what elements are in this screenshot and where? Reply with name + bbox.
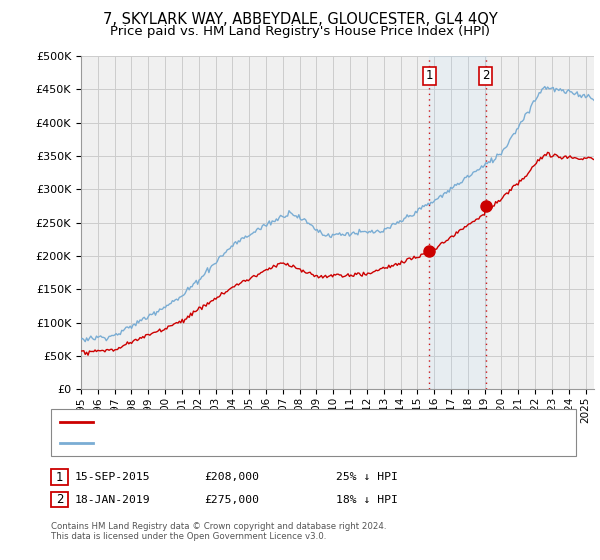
Bar [430,56,485,389]
Text: 1: 1 [425,69,433,82]
Text: Price paid vs. HM Land Registry's House Price Index (HPI): Price paid vs. HM Land Registry's House … [110,25,490,38]
Text: 18% ↓ HPI: 18% ↓ HPI [336,494,398,505]
Text: 18-JAN-2019: 18-JAN-2019 [75,494,151,505]
Text: 1: 1 [56,470,63,484]
Text: 2: 2 [56,493,63,506]
Text: 7, SKYLARK WAY, ABBEYDALE, GLOUCESTER, GL4 4QY (detached house): 7, SKYLARK WAY, ABBEYDALE, GLOUCESTER, G… [99,417,477,427]
Text: £275,000: £275,000 [204,494,259,505]
Text: HPI: Average price, detached house, Gloucester: HPI: Average price, detached house, Glou… [99,438,375,448]
Text: 2: 2 [482,69,489,82]
Text: £208,000: £208,000 [204,472,259,482]
Text: 25% ↓ HPI: 25% ↓ HPI [336,472,398,482]
Text: Contains HM Land Registry data © Crown copyright and database right 2024.
This d: Contains HM Land Registry data © Crown c… [51,522,386,542]
Text: 7, SKYLARK WAY, ABBEYDALE, GLOUCESTER, GL4 4QY: 7, SKYLARK WAY, ABBEYDALE, GLOUCESTER, G… [103,12,497,27]
Text: 15-SEP-2015: 15-SEP-2015 [75,472,151,482]
